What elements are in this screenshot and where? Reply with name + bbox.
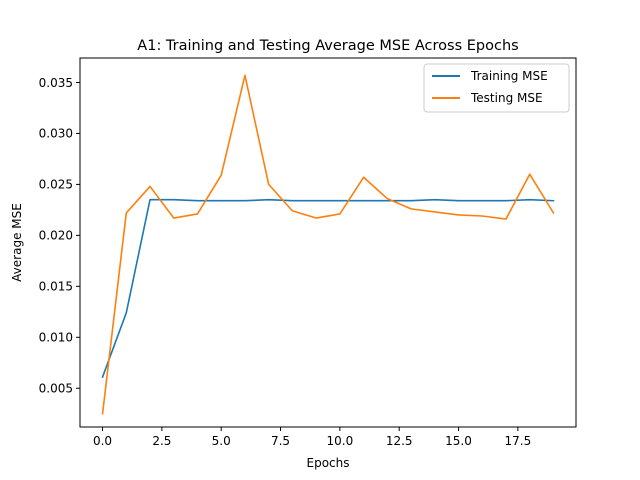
x-tick-label: 12.5 xyxy=(386,434,413,448)
y-tick-label: 0.020 xyxy=(39,229,73,243)
chart-title: A1: Training and Testing Average MSE Acr… xyxy=(137,38,518,54)
y-axis-label: Average MSE xyxy=(10,203,24,282)
x-tick-label: 15.0 xyxy=(445,434,472,448)
plot-frame xyxy=(79,57,577,428)
x-tick-label: 5.0 xyxy=(212,434,231,448)
x-tick-label: 2.5 xyxy=(152,434,171,448)
series-layer xyxy=(101,74,555,415)
x-tick-label: 0.0 xyxy=(93,434,112,448)
series-line-testing xyxy=(101,74,555,415)
y-tick-label: 0.010 xyxy=(39,331,73,345)
y-tick-label: 0.035 xyxy=(39,76,73,90)
y-axis: 0.005 0.010 0.015 0.020 0.025 0.030 0.035 xyxy=(39,76,80,396)
legend-label-training: Training MSE xyxy=(470,69,548,83)
series-line-training xyxy=(101,198,555,379)
legend-label-testing: Testing MSE xyxy=(470,91,543,105)
x-tick-label: 17.5 xyxy=(504,434,531,448)
legend: Training MSE Testing MSE xyxy=(423,63,570,113)
y-tick-label: 0.025 xyxy=(39,178,73,192)
x-axis: 0.0 2.5 5.0 7.5 10.0 12.5 15.0 17.5 xyxy=(93,427,531,448)
x-tick-label: 7.5 xyxy=(271,434,290,448)
y-tick-label: 0.030 xyxy=(39,127,73,141)
y-tick-label: 0.005 xyxy=(39,382,73,396)
y-tick-label: 0.015 xyxy=(39,280,73,294)
x-tick-label: 10.0 xyxy=(327,434,354,448)
x-axis-label: Epochs xyxy=(307,456,350,470)
legend-frame xyxy=(423,63,570,113)
